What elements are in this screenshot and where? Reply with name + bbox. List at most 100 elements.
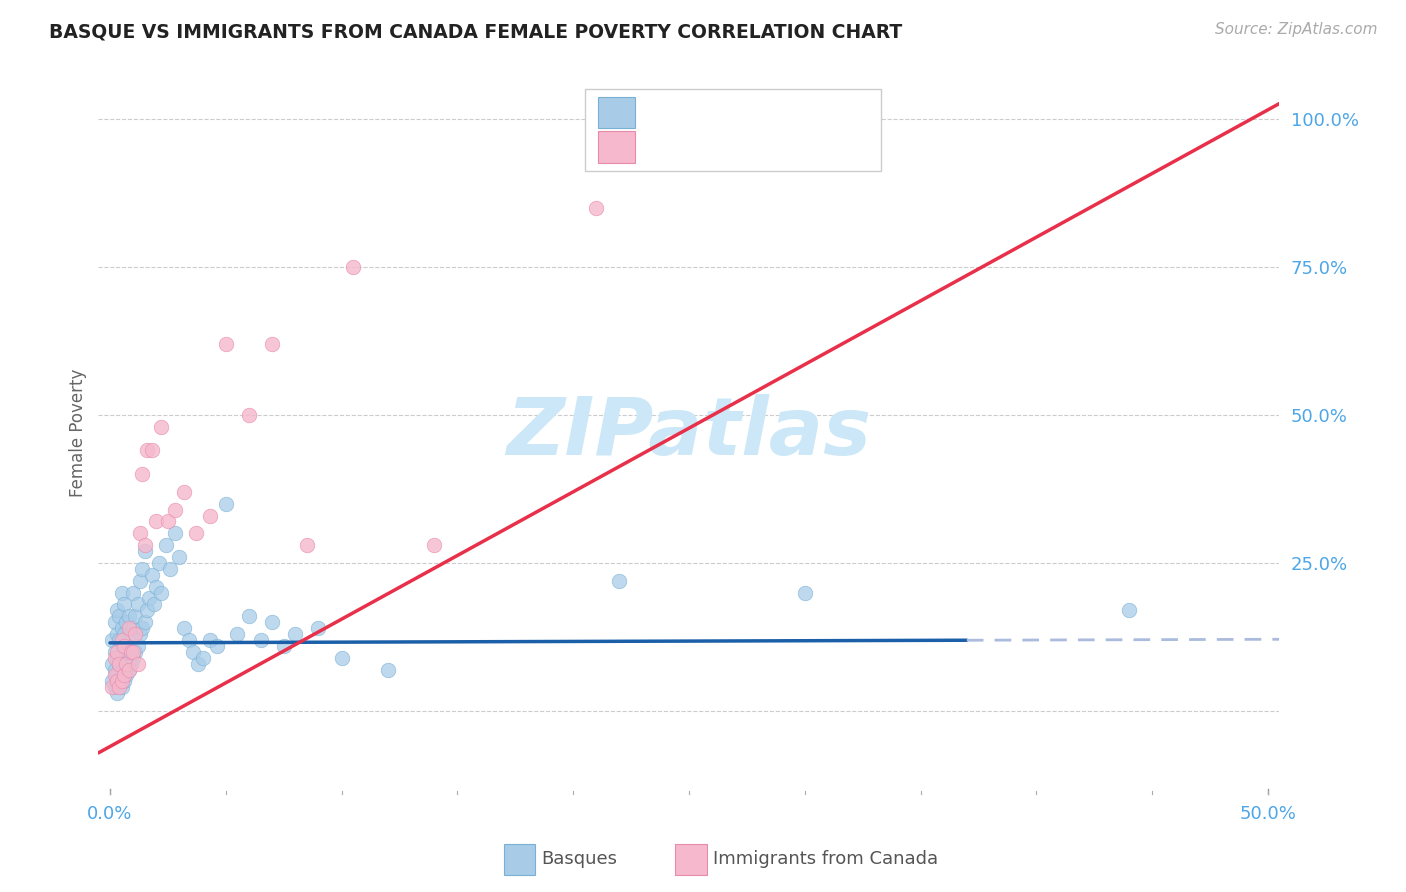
Point <box>149 419 172 434</box>
Point <box>138 591 160 606</box>
Point <box>115 668 138 682</box>
Point <box>101 632 124 647</box>
Point <box>108 674 131 689</box>
Point <box>183 645 205 659</box>
Text: 50.0%: 50.0% <box>1240 805 1296 822</box>
Point <box>136 443 159 458</box>
Text: ZIPatlas: ZIPatlas <box>506 393 872 472</box>
Point <box>129 526 152 541</box>
Point <box>112 627 135 641</box>
Point <box>101 674 124 689</box>
Point <box>173 484 195 499</box>
Point <box>191 650 214 665</box>
Y-axis label: Female Poverty: Female Poverty <box>69 368 87 497</box>
Point <box>159 562 181 576</box>
Point <box>110 585 132 599</box>
Point <box>198 632 221 647</box>
Point <box>215 336 238 351</box>
Point <box>101 680 124 694</box>
Point <box>104 680 127 694</box>
Point <box>143 598 166 612</box>
FancyBboxPatch shape <box>598 131 634 163</box>
Point <box>226 627 249 641</box>
Point <box>169 549 191 564</box>
Point <box>117 621 139 635</box>
Point <box>108 632 131 647</box>
Point <box>127 639 149 653</box>
Text: N = 77: N = 77 <box>768 103 835 121</box>
Point <box>273 639 295 653</box>
Point <box>238 408 260 422</box>
Point <box>124 609 146 624</box>
Point <box>112 674 135 689</box>
Point <box>110 632 132 647</box>
Point <box>134 615 156 629</box>
Point <box>112 650 135 665</box>
Point <box>423 538 446 552</box>
Point <box>110 680 132 694</box>
Point <box>117 663 139 677</box>
Text: R = 0.657: R = 0.657 <box>648 138 738 156</box>
Point <box>108 680 131 694</box>
Point <box>377 663 399 677</box>
Point <box>104 668 127 682</box>
Point <box>134 538 156 552</box>
Point <box>156 515 179 529</box>
Point <box>127 657 149 671</box>
Point <box>117 663 139 677</box>
Text: N = 38: N = 38 <box>768 138 835 156</box>
Point <box>145 515 167 529</box>
Point <box>129 574 152 588</box>
Point <box>184 526 207 541</box>
Point <box>112 668 135 682</box>
Point <box>249 632 271 647</box>
Point <box>104 650 127 665</box>
Text: Immigrants from Canada: Immigrants from Canada <box>713 850 938 868</box>
Point <box>284 627 307 641</box>
Point <box>295 538 318 552</box>
Point <box>110 674 132 689</box>
Point <box>145 580 167 594</box>
Point <box>134 544 156 558</box>
Point <box>198 508 221 523</box>
Point <box>120 627 142 641</box>
Point <box>120 657 142 671</box>
Point <box>105 627 128 641</box>
Point <box>129 627 152 641</box>
Point <box>105 645 128 659</box>
Point <box>141 443 163 458</box>
Point <box>122 621 145 635</box>
Point <box>112 639 135 653</box>
Text: Basques: Basques <box>541 850 617 868</box>
Point <box>117 609 139 624</box>
Point <box>187 657 209 671</box>
Point <box>112 598 135 612</box>
Point <box>115 657 138 671</box>
Point <box>131 621 153 635</box>
FancyBboxPatch shape <box>675 845 707 875</box>
Point <box>104 645 127 659</box>
Point <box>101 657 124 671</box>
Point <box>124 645 146 659</box>
Point <box>110 645 132 659</box>
FancyBboxPatch shape <box>503 845 536 875</box>
Point <box>609 574 631 588</box>
Point <box>1118 603 1140 617</box>
Point <box>330 650 353 665</box>
Text: R = 0.023: R = 0.023 <box>648 103 738 121</box>
Point <box>148 556 170 570</box>
Point <box>108 609 131 624</box>
Text: 0.0%: 0.0% <box>87 805 132 822</box>
Point <box>131 562 153 576</box>
Point <box>108 657 131 671</box>
Point <box>262 336 284 351</box>
Point <box>817 112 839 126</box>
Point <box>120 645 142 659</box>
Point <box>127 598 149 612</box>
Point <box>105 603 128 617</box>
Point <box>136 603 159 617</box>
Point <box>177 632 200 647</box>
Point <box>131 467 153 481</box>
Point <box>105 668 128 682</box>
Point <box>108 657 131 671</box>
